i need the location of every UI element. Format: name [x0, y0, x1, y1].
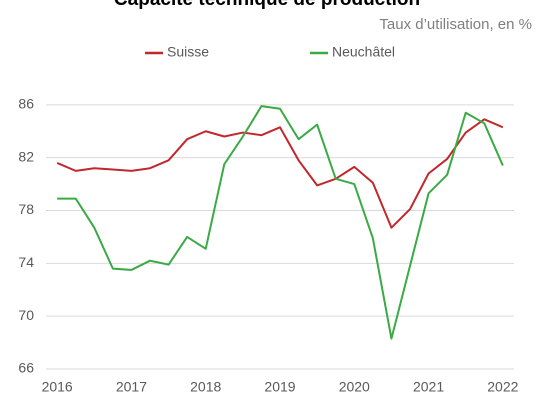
x-tick-label: 2021	[413, 379, 444, 395]
x-tick-label: 2018	[190, 379, 221, 395]
x-tick-label: 2016	[42, 379, 73, 395]
y-tick-label: 86	[18, 96, 34, 112]
x-tick-label: 2017	[116, 379, 147, 395]
x-tick-label: 2020	[339, 379, 370, 395]
legend-label: Neuchâtel	[332, 44, 395, 60]
y-tick-label: 82	[18, 148, 34, 164]
y-tick-label: 74	[18, 254, 34, 270]
series-line	[56, 118, 504, 229]
y-tick-label: 78	[18, 201, 34, 217]
legend-label: Suisse	[167, 44, 209, 60]
chart-title: Capacité technique de production	[114, 0, 420, 10]
series-line	[57, 105, 504, 340]
x-tick-label: 2019	[264, 379, 295, 395]
chart-subtitle: Taux d’utilisation, en %	[379, 16, 532, 33]
y-tick-label: 66	[18, 360, 34, 376]
x-tick-label: 2022	[487, 379, 518, 395]
y-tick-label: 70	[18, 307, 34, 323]
